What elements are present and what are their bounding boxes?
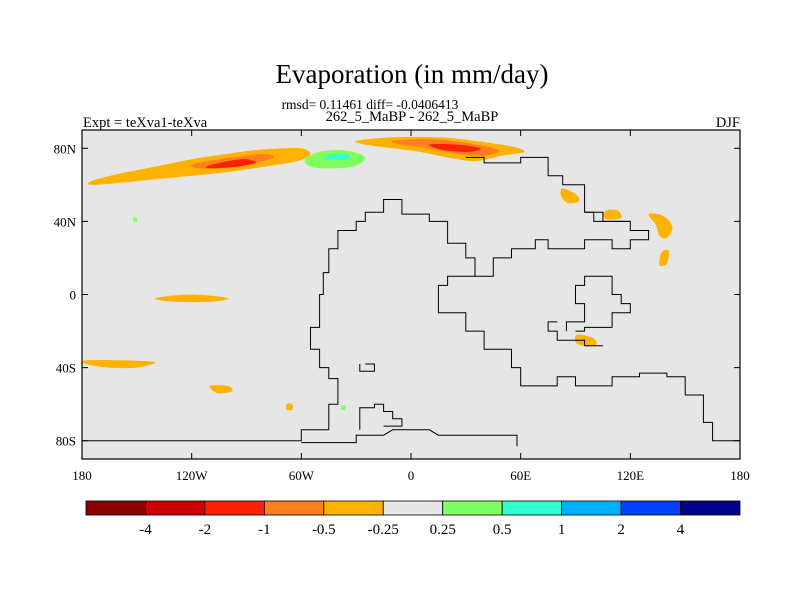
y-tick-label: 0	[70, 288, 77, 303]
colorbar-label: 2	[617, 522, 625, 538]
region-equatorial-pacific-strip	[154, 294, 229, 303]
anomaly-regions	[82, 136, 673, 411]
region-north-eurasia-peak	[428, 144, 481, 152]
y-tick-label: 80N	[54, 141, 77, 156]
continent-outlines	[82, 156, 740, 447]
colorbar-label: -0.5	[312, 522, 336, 538]
colorbar-label: -2	[199, 522, 212, 538]
x-tick-label: 0	[408, 468, 415, 483]
colorbar-swatch	[501, 500, 563, 516]
outline-pangea-mainland	[310, 199, 740, 442]
x-tick-label: 60W	[289, 468, 315, 483]
outline-tethys-island	[565, 275, 631, 332]
colorbar-label: -0.25	[368, 522, 399, 538]
colorbar-swatch	[382, 500, 444, 516]
colorbar-label: 0.5	[493, 522, 512, 538]
region-east-asia-patch-1	[560, 188, 580, 204]
outline-pangea-east-coast	[301, 429, 518, 447]
plot-background	[82, 130, 740, 459]
x-tick-label: 180	[72, 468, 92, 483]
colorbar-swatch	[85, 500, 146, 516]
colorbar-swatch	[680, 500, 741, 516]
region-east-asia-patch-2	[602, 209, 622, 220]
right-label: DJF	[716, 115, 740, 131]
colorbar-label: 0.25	[430, 522, 456, 538]
region-pacific-coast-patch-2	[659, 249, 670, 267]
region-southern-ocean-green-dot	[341, 405, 346, 411]
colorbar-swatch	[145, 500, 206, 516]
colorbar-swatch	[204, 500, 265, 516]
colorbar-swatch	[620, 500, 681, 516]
colorbar-swatch	[263, 500, 325, 516]
outline-northern-arm	[465, 156, 650, 277]
outline-small-island	[359, 363, 375, 372]
x-tick-label: 120W	[176, 468, 209, 483]
colorbar: -4 -2 -1 -0.5 -0.25 0.25 0.5 1 2 4	[85, 500, 741, 538]
y-tick-label: 80S	[56, 434, 76, 449]
x-tick-label: 60E	[510, 468, 531, 483]
outline-northern-arm-inner	[584, 211, 631, 222]
region-north-pacific-peak	[205, 159, 256, 169]
region-indonesia-patch	[574, 334, 597, 347]
x-tick-label: 180	[730, 468, 750, 483]
colorbar-swatch	[323, 500, 384, 516]
colorbar-label: 4	[677, 522, 685, 538]
outline-tethys-arm	[547, 321, 603, 347]
region-south-pacific-small	[209, 385, 233, 394]
outline-pangea-north	[359, 403, 403, 430]
chart-subtitle: 262_5_MaBP - 262_5_MaBP	[326, 109, 499, 125]
region-south-pacific-strip	[82, 359, 156, 369]
chart-title: Evaporation (in mm/day)	[276, 59, 549, 89]
colorbar-swatch	[561, 500, 622, 516]
outline-pangea-north-coast	[82, 429, 329, 442]
colorbar-label: 1	[558, 522, 566, 538]
y-tick-label: 40S	[56, 361, 76, 376]
region-pacific-coast-patch	[648, 213, 673, 239]
colorbar-swatch	[442, 500, 503, 516]
region-southern-ocean-dot	[286, 403, 293, 411]
colorbar-label: -4	[139, 522, 152, 538]
region-arctic-atlantic-positive-core	[322, 153, 351, 160]
y-tick-label: 40N	[54, 214, 77, 229]
left-label: Expt = teXva1-teXva	[83, 115, 208, 131]
axes: 180 120W 60W 0 60E 120E 180 80N 40N 0 40S 80S	[54, 130, 750, 483]
stats-line: rmsd= 0.11461 diff= -0.0406413	[282, 97, 459, 112]
x-tick-label: 120E	[617, 468, 645, 483]
colorbar-label: -1	[258, 522, 271, 538]
region-pacific-green-dot	[132, 217, 138, 222]
